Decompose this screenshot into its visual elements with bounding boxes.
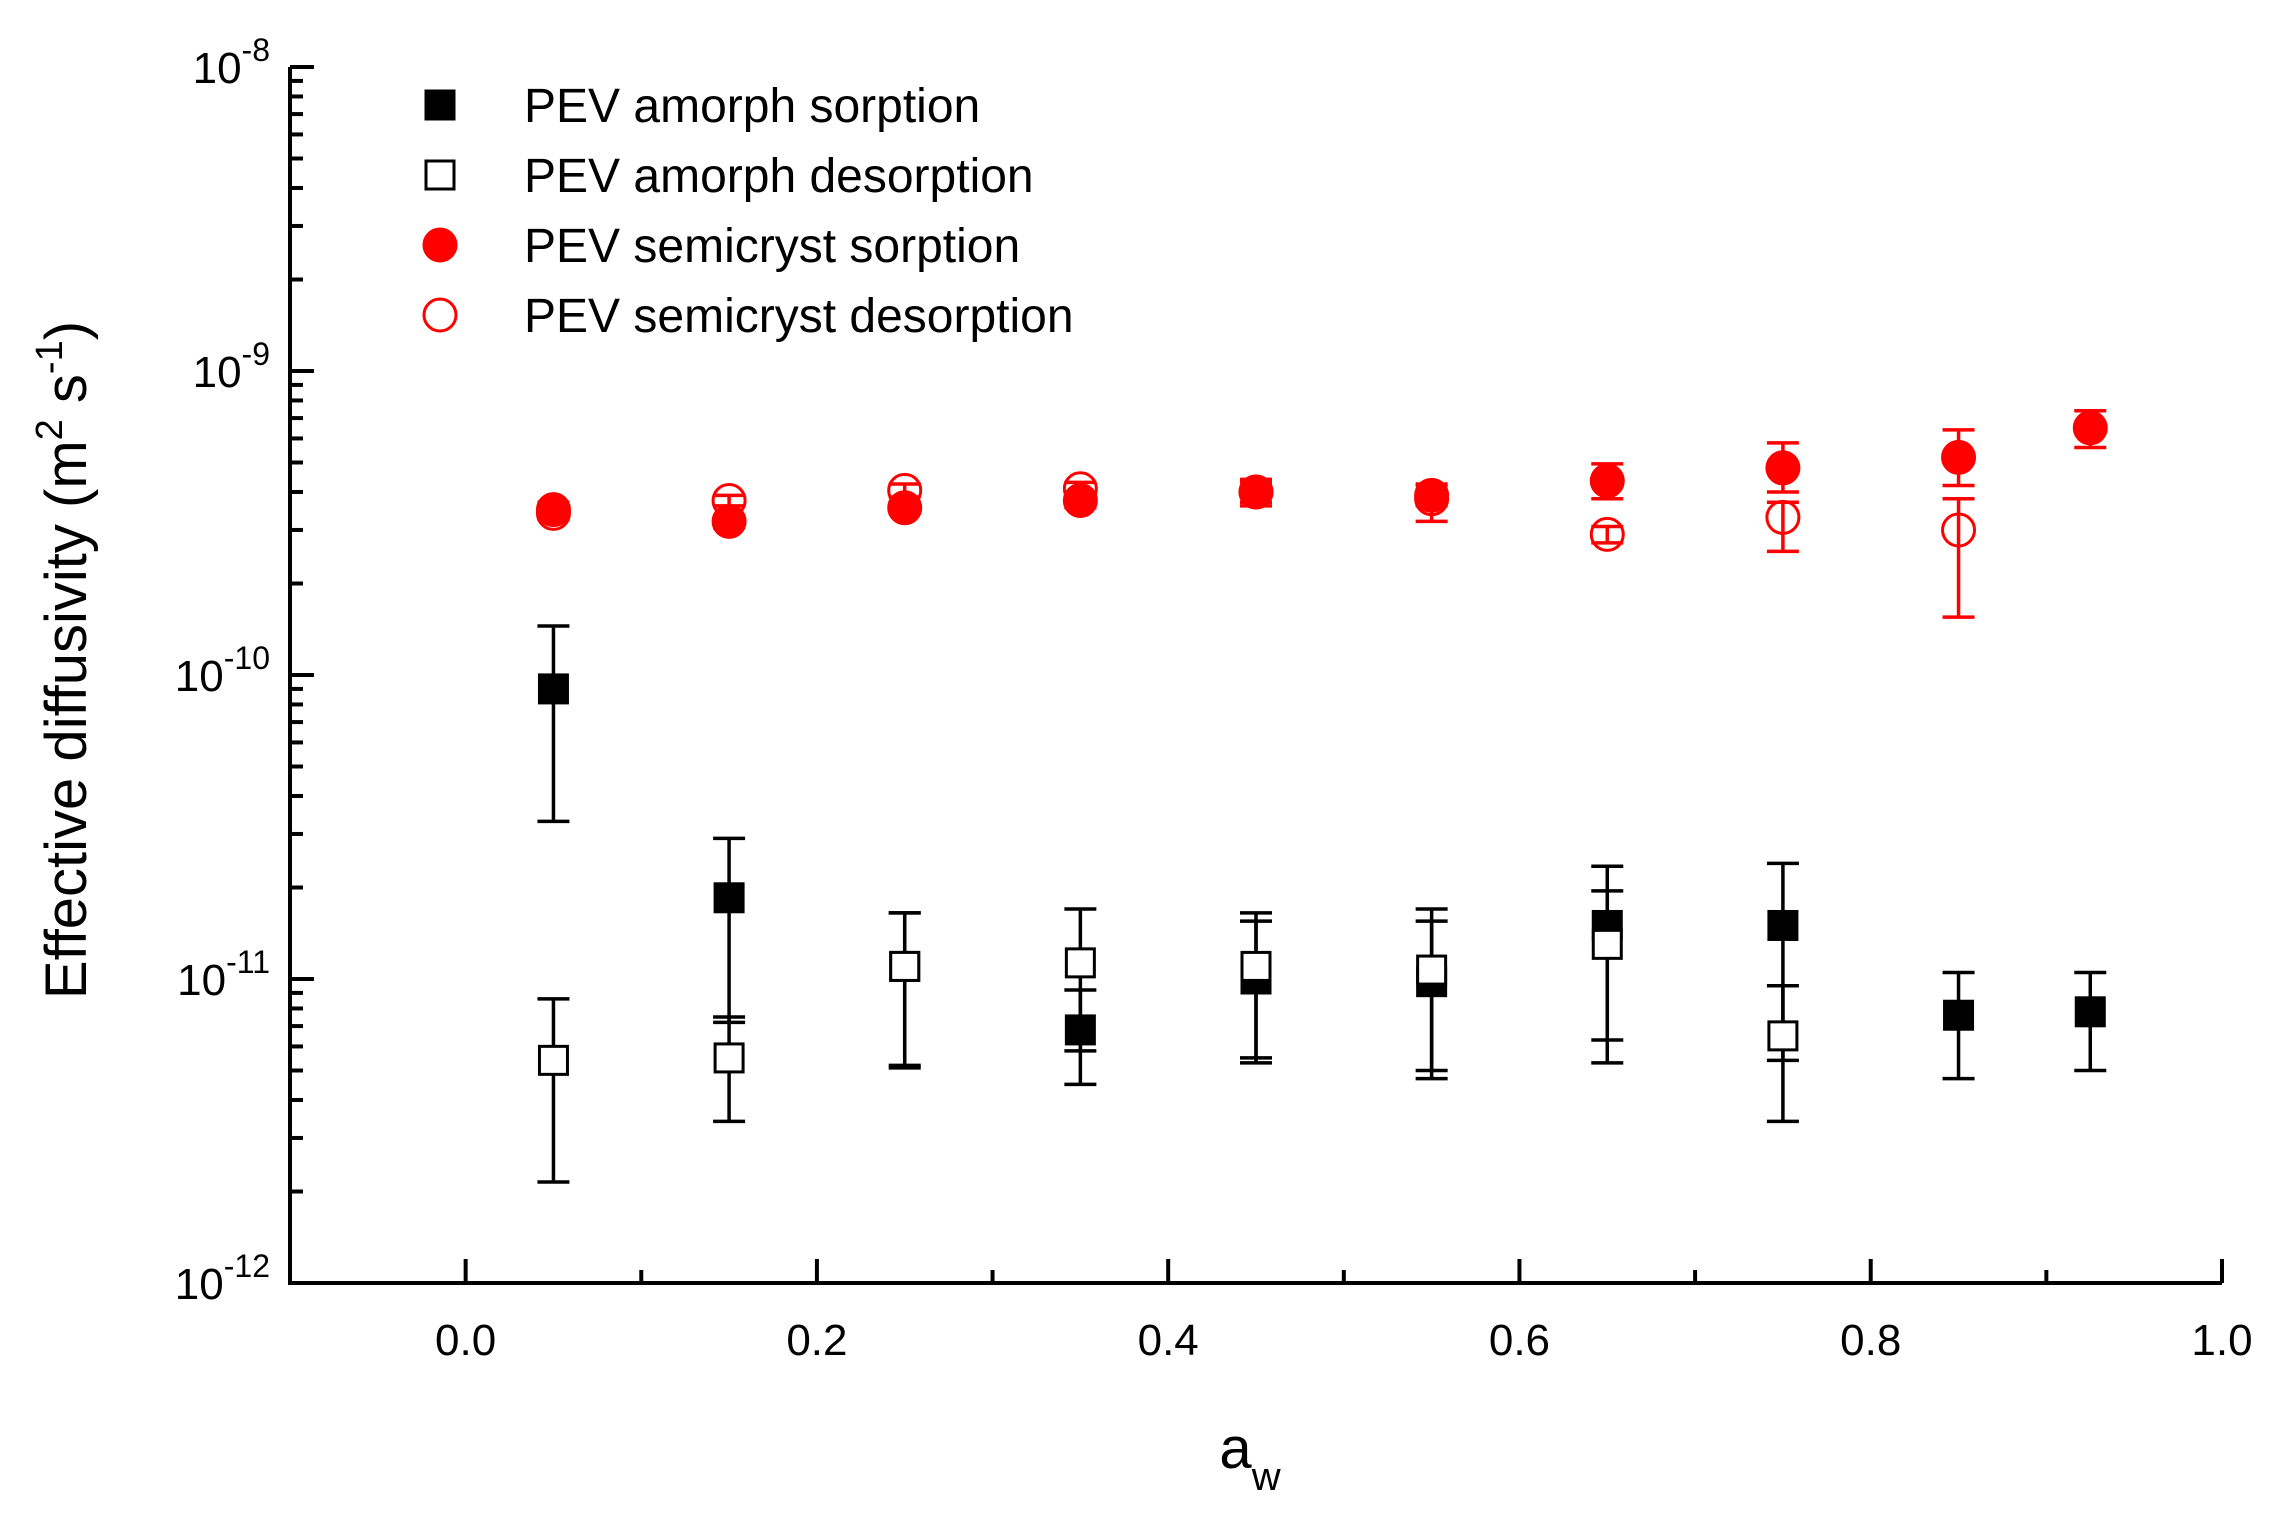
point-pev-semicryst-desorption: [535, 495, 571, 531]
point-pev-semicryst-desorption: [1414, 481, 1450, 517]
point-pev-semicryst-desorption: [1589, 516, 1625, 552]
legend-label: PEV semicryst sorption: [524, 220, 1020, 273]
legend-marker: [424, 89, 456, 121]
error-bar-pev-amorph-sorption: [713, 836, 746, 1025]
legend-label: PEV amorph desorption: [524, 150, 1034, 203]
point-pev-amorph-desorption: [1416, 954, 1448, 986]
point-pev-amorph-sorption: [1064, 1014, 1096, 1046]
point-pev-semicryst-sorption: [1941, 439, 1977, 475]
x-axis-title: aw: [1219, 1416, 1280, 1499]
point-pev-semicryst-desorption: [1941, 512, 1977, 548]
error-bar-pev-amorph-desorption: [537, 997, 570, 1184]
y-tick-label: 10-9: [193, 336, 270, 397]
point-pev-semicryst-sorption: [1589, 463, 1625, 499]
legend-label: PEV semicryst desorption: [524, 290, 1074, 343]
y-axis-title: Effective diffusivity (m2 s-1): [29, 321, 99, 999]
error-bars: [537, 409, 2107, 1184]
x-tick-label: 0.6: [1489, 1316, 1550, 1365]
point-pev-amorph-desorption: [1767, 1020, 1799, 1052]
point-pev-amorph-sorption: [2074, 996, 2106, 1028]
data-markers: [535, 410, 2108, 1076]
point-pev-semicryst-desorption: [1238, 474, 1274, 510]
point-pev-semicryst-desorption: [1062, 471, 1098, 507]
legend-item: PEV semicryst sorption: [422, 220, 1020, 273]
point-pev-semicryst-sorption: [1062, 482, 1098, 518]
legend-item: PEV semicryst desorption: [422, 290, 1074, 343]
legend-item: PEV amorph desorption: [424, 150, 1034, 203]
error-bar-pev-amorph-desorption: [888, 911, 921, 1068]
point-pev-amorph-desorption: [889, 950, 921, 982]
x-tick-label: 0.4: [1138, 1316, 1199, 1365]
error-bar-pev-amorph-sorption: [537, 624, 570, 824]
point-pev-amorph-desorption: [1064, 947, 1096, 979]
point-pev-amorph-desorption: [713, 1042, 745, 1074]
point-pev-amorph-sorption: [1943, 999, 1975, 1031]
y-tick-label: 10-12: [175, 1248, 270, 1309]
y-tick-label: 10-10: [175, 640, 270, 701]
legend-label: PEV amorph sorption: [524, 80, 980, 133]
axes-frame: 0.0 0.2 0.4 0.6 0.8 1.0 10-12 10-11 10-10 10-9 10-…: [175, 32, 2253, 1365]
point-pev-amorph-desorption: [1240, 950, 1272, 982]
y-tick-label: 10-8: [193, 32, 270, 93]
error-bar-pev-amorph-desorption: [1766, 984, 1799, 1124]
x-tick-label: 1.0: [2191, 1316, 2252, 1365]
point-pev-amorph-sorption: [537, 673, 569, 705]
legend: PEV amorph sorption PEV amorph desorption…: [422, 80, 1074, 343]
x-tick-label: 0.0: [435, 1316, 496, 1365]
point-pev-amorph-sorption: [1767, 909, 1799, 941]
legend-item: PEV amorph sorption: [424, 80, 980, 133]
error-bar-pev-semicryst-desorption: [1591, 524, 1624, 545]
x-tick-label: 0.8: [1840, 1316, 1901, 1365]
legend-marker: [422, 297, 458, 333]
point-pev-semicryst-sorption: [1765, 450, 1801, 486]
error-bar-pev-semicryst-desorption: [1942, 496, 1975, 619]
point-pev-amorph-desorption: [537, 1044, 569, 1076]
point-pev-amorph-sorption: [713, 882, 745, 914]
point-pev-semicryst-desorption: [711, 482, 747, 518]
legend-marker: [422, 227, 458, 263]
y-tick-label: 10-11: [177, 944, 270, 1005]
x-tick-label: 0.2: [786, 1316, 847, 1365]
point-pev-semicryst-desorption: [1765, 499, 1801, 535]
legend-marker: [424, 159, 456, 191]
point-pev-semicryst-sorption: [2072, 410, 2108, 446]
point-pev-semicryst-desorption: [887, 472, 923, 508]
point-pev-amorph-desorption: [1591, 928, 1623, 960]
